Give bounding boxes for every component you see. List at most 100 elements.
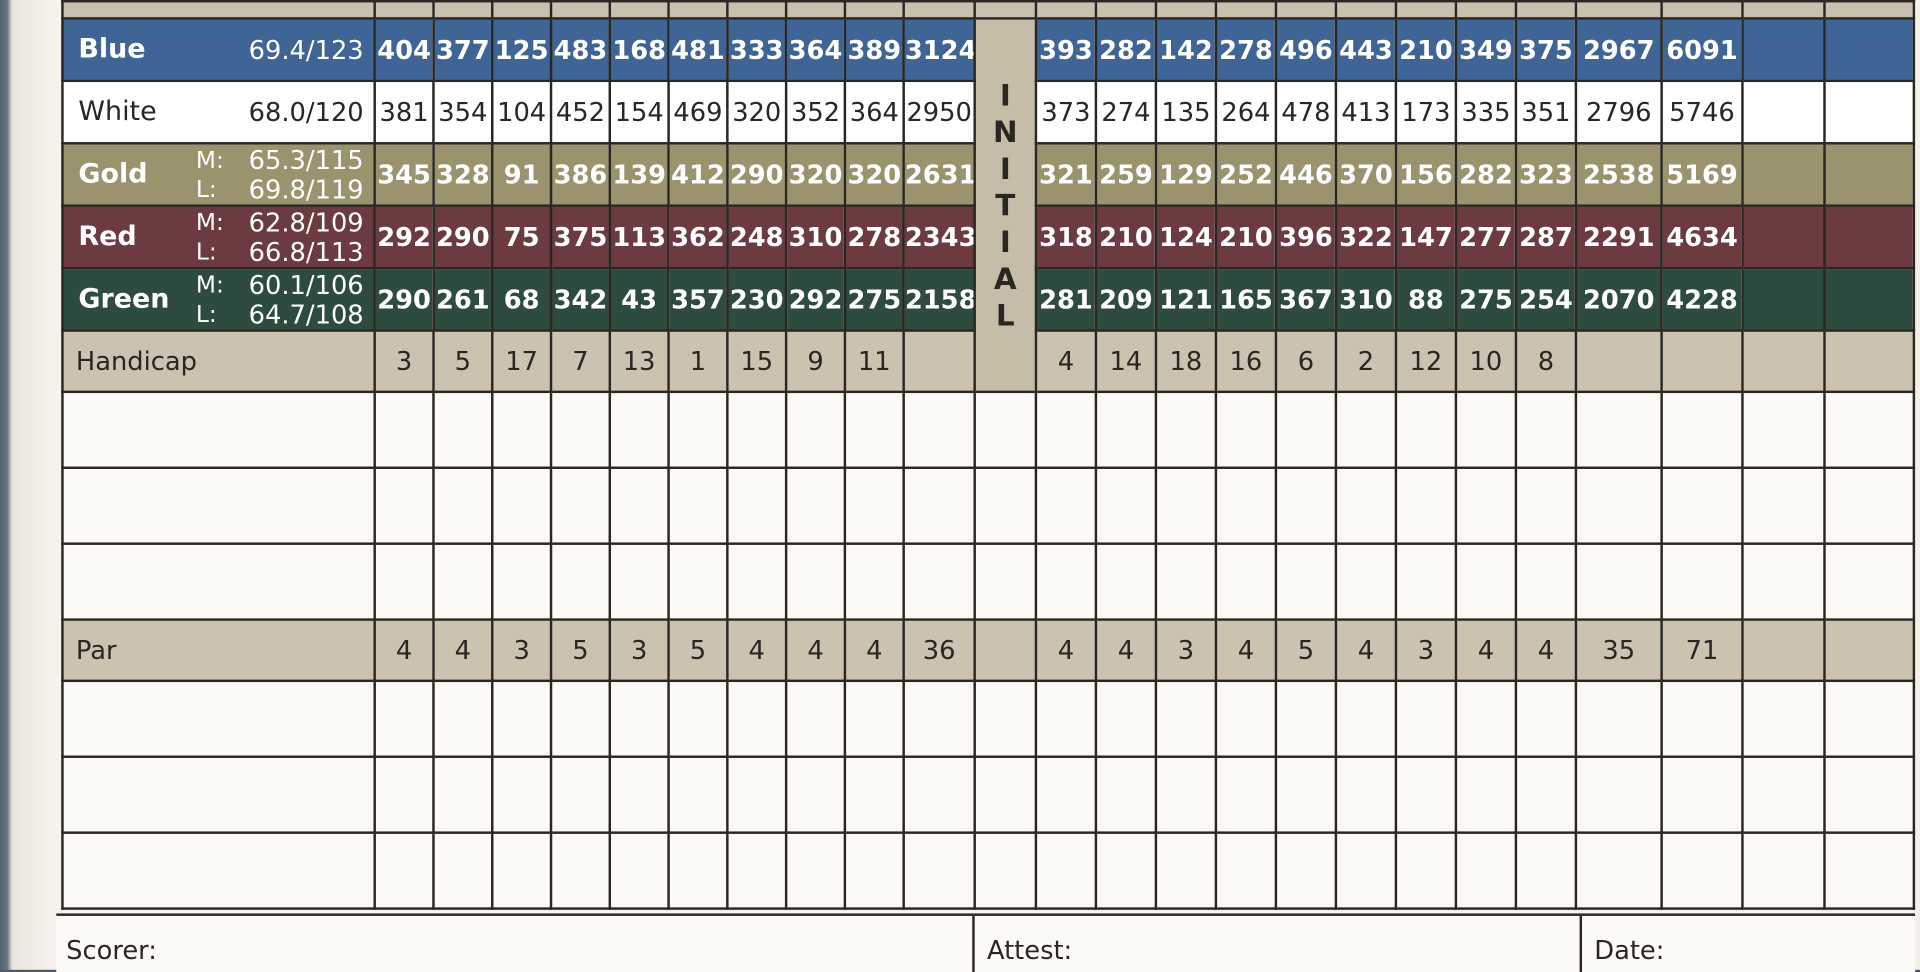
score-cell[interactable] bbox=[1660, 466, 1744, 545]
score-cell[interactable] bbox=[432, 831, 494, 910]
score-cell[interactable] bbox=[973, 679, 1038, 758]
score-cell[interactable] bbox=[1454, 831, 1518, 910]
score-cell[interactable] bbox=[1514, 679, 1578, 758]
player-name-cell[interactable] bbox=[61, 466, 376, 545]
score-cell[interactable] bbox=[902, 466, 976, 545]
score-cell[interactable] bbox=[667, 831, 729, 910]
score-cell[interactable] bbox=[1660, 390, 1744, 469]
score-cell[interactable] bbox=[1034, 831, 1098, 910]
score-cell[interactable] bbox=[1334, 466, 1398, 545]
score-cell[interactable] bbox=[1334, 390, 1398, 469]
score-cell[interactable] bbox=[784, 542, 847, 621]
score-cell[interactable] bbox=[373, 755, 435, 834]
score-cell[interactable] bbox=[1274, 679, 1338, 758]
score-cell[interactable] bbox=[843, 390, 905, 469]
score-cell[interactable] bbox=[1214, 831, 1278, 910]
score-cell[interactable] bbox=[1514, 390, 1578, 469]
score-cell[interactable] bbox=[1454, 755, 1518, 834]
score-cell[interactable] bbox=[902, 542, 976, 621]
score-cell[interactable] bbox=[491, 755, 553, 834]
score-cell[interactable] bbox=[1274, 831, 1338, 910]
score-cell[interactable] bbox=[1214, 466, 1278, 545]
score-cell[interactable] bbox=[549, 542, 612, 621]
score-cell[interactable] bbox=[1394, 390, 1458, 469]
score-cell[interactable] bbox=[549, 755, 612, 834]
score-cell[interactable] bbox=[1574, 679, 1663, 758]
score-cell[interactable] bbox=[1574, 390, 1663, 469]
score-cell[interactable] bbox=[667, 542, 729, 621]
score-cell[interactable] bbox=[726, 755, 788, 834]
score-cell[interactable] bbox=[973, 755, 1038, 834]
score-cell[interactable] bbox=[1154, 542, 1218, 621]
initial-cell[interactable] bbox=[973, 618, 1038, 683]
score-cell[interactable] bbox=[1660, 755, 1744, 834]
score-cell[interactable] bbox=[432, 390, 494, 469]
score-cell[interactable] bbox=[1823, 542, 1916, 621]
score-cell[interactable] bbox=[608, 755, 670, 834]
score-cell[interactable] bbox=[1574, 755, 1663, 834]
score-cell[interactable] bbox=[1574, 831, 1663, 910]
score-cell[interactable] bbox=[1514, 755, 1578, 834]
score-cell[interactable] bbox=[608, 542, 670, 621]
score-cell[interactable] bbox=[902, 679, 976, 758]
score-cell[interactable] bbox=[726, 390, 788, 469]
score-cell[interactable] bbox=[784, 755, 847, 834]
score-cell[interactable] bbox=[1514, 466, 1578, 545]
score-cell[interactable] bbox=[1741, 679, 1826, 758]
score-cell[interactable] bbox=[1214, 542, 1278, 621]
score-cell[interactable] bbox=[491, 679, 553, 758]
score-cell[interactable] bbox=[1094, 831, 1158, 910]
score-cell[interactable] bbox=[549, 390, 612, 469]
score-cell[interactable] bbox=[1741, 390, 1826, 469]
player-name-cell[interactable] bbox=[61, 755, 376, 834]
score-cell[interactable] bbox=[1514, 831, 1578, 910]
score-cell[interactable] bbox=[1154, 390, 1218, 469]
score-cell[interactable] bbox=[1034, 542, 1098, 621]
score-cell[interactable] bbox=[784, 466, 847, 545]
score-cell[interactable] bbox=[491, 831, 553, 910]
score-cell[interactable] bbox=[843, 755, 905, 834]
score-cell[interactable] bbox=[1660, 831, 1744, 910]
score-cell[interactable] bbox=[1034, 679, 1098, 758]
score-cell[interactable] bbox=[667, 466, 729, 545]
score-cell[interactable] bbox=[1514, 542, 1578, 621]
score-cell[interactable] bbox=[1574, 466, 1663, 545]
score-cell[interactable] bbox=[726, 466, 788, 545]
score-cell[interactable] bbox=[373, 466, 435, 545]
score-cell[interactable] bbox=[608, 390, 670, 469]
score-cell[interactable] bbox=[549, 831, 612, 910]
score-cell[interactable] bbox=[1823, 466, 1916, 545]
score-cell[interactable] bbox=[784, 679, 847, 758]
score-cell[interactable] bbox=[1274, 466, 1338, 545]
score-cell[interactable] bbox=[1394, 466, 1458, 545]
date-field[interactable]: Date: bbox=[1584, 916, 1915, 972]
score-cell[interactable] bbox=[1741, 542, 1826, 621]
score-cell[interactable] bbox=[1274, 542, 1338, 621]
score-cell[interactable] bbox=[373, 542, 435, 621]
score-cell[interactable] bbox=[1094, 679, 1158, 758]
player-name-cell[interactable] bbox=[61, 831, 376, 910]
score-cell[interactable] bbox=[373, 390, 435, 469]
score-cell[interactable] bbox=[667, 755, 729, 834]
player-name-cell[interactable] bbox=[61, 679, 376, 758]
score-cell[interactable] bbox=[1034, 466, 1098, 545]
score-cell[interactable] bbox=[1334, 679, 1398, 758]
score-cell[interactable] bbox=[373, 831, 435, 910]
score-cell[interactable] bbox=[491, 542, 553, 621]
score-cell[interactable] bbox=[1034, 390, 1098, 469]
score-cell[interactable] bbox=[1214, 390, 1278, 469]
score-cell[interactable] bbox=[1274, 755, 1338, 834]
score-cell[interactable] bbox=[1823, 390, 1916, 469]
attest-field[interactable]: Attest: bbox=[977, 915, 1583, 972]
score-cell[interactable] bbox=[1741, 831, 1826, 910]
player-name-cell[interactable] bbox=[61, 390, 376, 469]
score-cell[interactable] bbox=[608, 466, 670, 545]
score-cell[interactable] bbox=[1454, 390, 1518, 469]
score-cell[interactable] bbox=[843, 542, 905, 621]
score-cell[interactable] bbox=[1574, 542, 1663, 621]
score-cell[interactable] bbox=[726, 831, 788, 910]
score-cell[interactable] bbox=[1741, 466, 1826, 545]
score-cell[interactable] bbox=[1454, 466, 1518, 545]
score-cell[interactable] bbox=[1154, 831, 1218, 910]
score-cell[interactable] bbox=[843, 466, 905, 545]
